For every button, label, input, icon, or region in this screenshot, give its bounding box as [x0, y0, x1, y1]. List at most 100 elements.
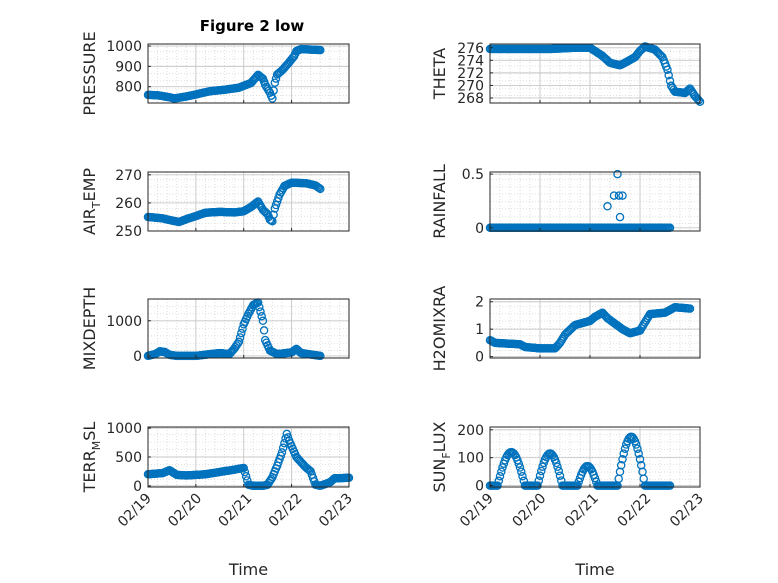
data-point	[685, 304, 695, 313]
y-axis-label: THETA	[430, 48, 449, 100]
series-markers	[143, 429, 354, 491]
panel-h2omixra: 0 1 2 H2OMIXRA	[430, 286, 701, 371]
y-axis-label-part: SUN	[430, 459, 449, 493]
y-axis-label-part: SL	[80, 422, 99, 441]
data-point	[258, 316, 268, 326]
data-point	[616, 461, 626, 470]
data-point	[635, 454, 645, 464]
data-point	[498, 463, 507, 472]
y-axis-label-subscript: F	[440, 452, 453, 458]
y-tick-label: 1000	[106, 39, 142, 55]
data-point	[495, 471, 505, 481]
y-tick-label: 268	[457, 91, 484, 107]
data-point	[493, 481, 502, 490]
data-point	[665, 481, 675, 490]
data-point	[277, 448, 287, 457]
data-point	[585, 463, 595, 472]
data-point	[613, 169, 622, 179]
data-point	[240, 467, 250, 477]
panel-pressure: 800 900 1000 PRESSURE	[80, 31, 350, 116]
axes-box	[489, 298, 701, 359]
y-tick-label: 270	[457, 78, 484, 94]
data-point	[257, 311, 266, 321]
data-point	[618, 191, 627, 200]
axes-box	[147, 43, 350, 104]
y-tick-label: 800	[115, 80, 142, 96]
data-point	[278, 443, 288, 453]
data-point	[259, 326, 269, 335]
figure-title: Figure 2 low	[200, 17, 305, 35]
y-tick-label: 900	[115, 59, 142, 75]
y-tick-label: 1	[475, 322, 484, 338]
data-point	[552, 458, 561, 468]
data-point	[515, 463, 525, 472]
panel-airtemp: 250 260 270 AIRTEMP	[80, 168, 350, 240]
data-point	[271, 74, 281, 83]
y-tick-label: 100	[457, 451, 484, 467]
data-point	[609, 191, 619, 200]
y-tick-label: 2	[475, 295, 484, 311]
y-axis-label-part: LUX	[430, 421, 449, 452]
data-point	[497, 467, 506, 476]
y-axis-label: RAINFALL	[430, 164, 449, 239]
y-tick-label: 0	[475, 221, 484, 237]
major-grid	[147, 44, 349, 103]
data-point	[555, 471, 565, 480]
data-point	[548, 450, 557, 460]
data-point	[235, 333, 245, 342]
data-point	[554, 466, 564, 476]
data-point	[239, 463, 248, 473]
data-point	[618, 454, 627, 464]
data-point	[494, 476, 504, 486]
data-point	[316, 45, 325, 55]
y-axis-label: SUNFLUX	[430, 421, 453, 492]
series-markers	[143, 178, 325, 227]
data-point	[619, 449, 628, 458]
data-point	[256, 307, 265, 316]
axes-box	[147, 298, 350, 359]
data-point	[656, 51, 666, 61]
data-point	[537, 466, 546, 476]
y-tick-label: 0	[475, 350, 484, 366]
data-point	[268, 94, 277, 103]
data-point	[663, 65, 672, 74]
data-point	[289, 346, 299, 355]
y-axis-label: AIRTEMP	[80, 168, 103, 235]
data-point	[316, 351, 325, 361]
series-markers	[143, 298, 325, 361]
y-axis-label: MIXDEPTH	[80, 287, 99, 370]
data-point	[237, 328, 246, 338]
y-axis-label-part: EMP	[80, 168, 99, 202]
y-axis-label: PRESSURE	[80, 31, 99, 115]
data-point	[535, 471, 545, 480]
y-tick-label: 0	[475, 479, 484, 495]
y-axis-label-subscript: M	[90, 441, 103, 451]
data-point	[620, 444, 630, 453]
axes-box	[489, 43, 701, 104]
y-tick-label: 274	[457, 53, 484, 69]
data-point	[251, 199, 260, 208]
axes-box	[147, 171, 350, 232]
y-axis-label-subscript: T	[90, 201, 103, 209]
data-point	[538, 462, 547, 471]
data-point	[533, 481, 542, 490]
y-tick-label: 500	[115, 450, 142, 466]
data-point	[683, 86, 692, 96]
y-tick-label: 0	[133, 349, 142, 365]
y-tick-label: 200	[457, 423, 484, 439]
y-tick-label: 1000	[106, 421, 142, 437]
y-tick-label: 0.5	[462, 167, 484, 183]
data-point	[269, 86, 278, 95]
data-point	[664, 71, 673, 80]
y-tick-label: 270	[115, 168, 142, 184]
data-point	[615, 212, 625, 222]
y-tick-label: 1000	[106, 314, 142, 330]
y-axis-label: TERRMSL	[80, 422, 103, 494]
x-axis-label: Time	[574, 560, 614, 579]
panel-rainfall: 0 0.5 RAINFALL	[430, 164, 701, 239]
data-point	[270, 78, 280, 87]
axes-box	[489, 171, 701, 232]
